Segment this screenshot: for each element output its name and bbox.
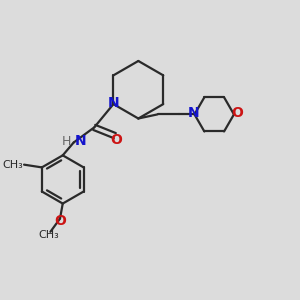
Text: N: N <box>188 106 200 120</box>
Text: H: H <box>62 135 71 148</box>
Text: CH₃: CH₃ <box>2 160 23 170</box>
Text: O: O <box>231 106 243 120</box>
Text: N: N <box>108 96 119 110</box>
Text: N: N <box>75 134 87 148</box>
Text: O: O <box>54 214 66 228</box>
Text: CH₃: CH₃ <box>39 230 59 239</box>
Text: O: O <box>110 133 122 147</box>
